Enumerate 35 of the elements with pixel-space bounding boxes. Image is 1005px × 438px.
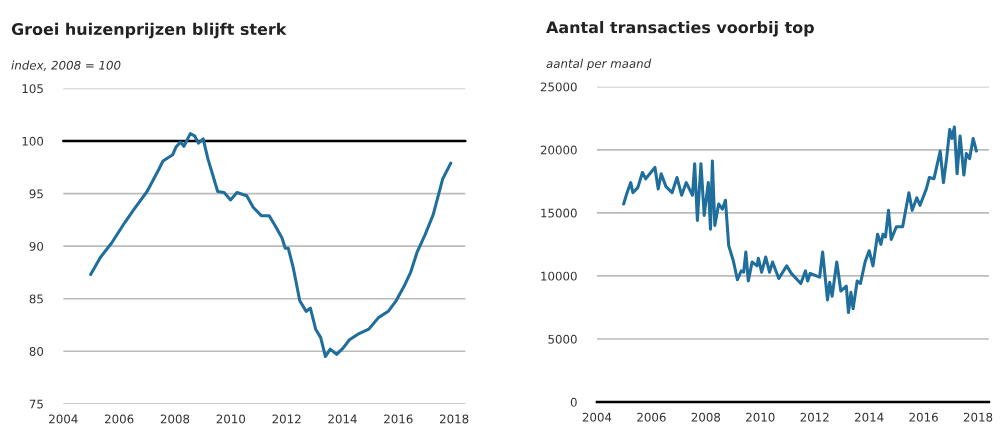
x-tick-label: 2006 xyxy=(637,412,666,422)
chart-title: Groei huizenprijzen blijft sterk xyxy=(11,22,287,39)
line-series xyxy=(89,132,453,359)
line-series xyxy=(622,125,978,315)
y-tick-label: 100 xyxy=(22,136,44,146)
x-tick-label: 2016 xyxy=(909,412,938,422)
y-axis-title: index, 2008 = 100 xyxy=(11,60,121,71)
y-tick-label: 10000 xyxy=(541,271,577,281)
x-tick-label: 2018 xyxy=(963,412,993,422)
y-tick-label: 85 xyxy=(29,294,43,304)
y-tick-label: 75 xyxy=(29,399,43,409)
x-tick-label: 2010 xyxy=(216,414,246,424)
chart-title: Aantal transacties voorbij top xyxy=(546,20,814,37)
x-tick-label: 2004 xyxy=(49,414,78,424)
x-tick-label: 2006 xyxy=(104,414,134,424)
y-tick-label: 80 xyxy=(29,347,44,356)
x-tick-label: 2012 xyxy=(272,414,301,424)
x-tick-label: 2008 xyxy=(160,414,190,424)
y-tick-label: 105 xyxy=(22,84,43,94)
y-tick-label: 5000 xyxy=(548,334,577,344)
x-tick-label: 2014 xyxy=(328,414,357,424)
x-tick-label: 2012 xyxy=(800,412,829,422)
y-tick-label: 95 xyxy=(29,189,43,199)
x-tick-label: 2004 xyxy=(582,412,612,422)
y-tick-label: 0 xyxy=(570,397,577,407)
x-tick-label: 2018 xyxy=(439,414,469,424)
x-tick-label: 2010 xyxy=(746,412,775,422)
y-tick-label: 20000 xyxy=(540,145,577,155)
y-tick-label: 15000 xyxy=(541,208,577,218)
x-tick-label: 2016 xyxy=(384,414,413,424)
y-tick-label: 90 xyxy=(29,241,44,251)
x-tick-label: 2014 xyxy=(855,412,884,422)
x-tick-label: 2008 xyxy=(691,412,721,422)
y-tick-label: 25000 xyxy=(540,82,577,92)
y-axis-title: aantal per maand xyxy=(546,58,652,71)
